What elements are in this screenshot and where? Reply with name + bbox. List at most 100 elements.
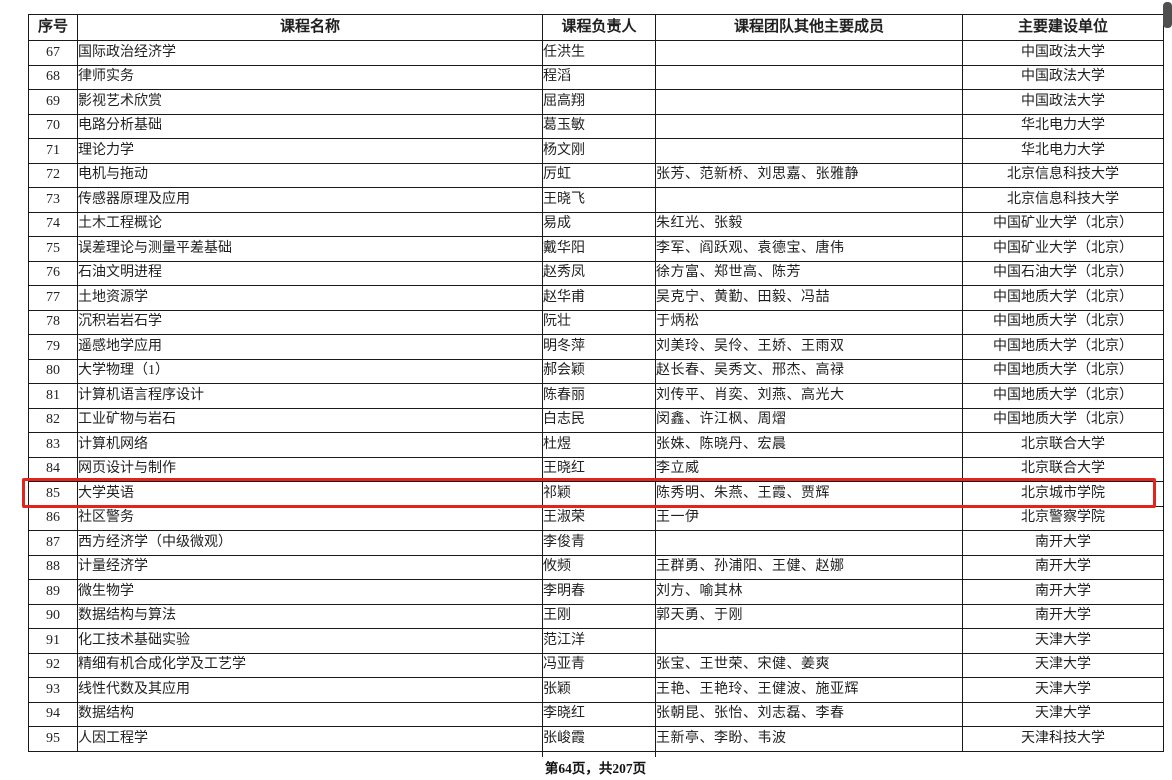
- row-no-cell: 71: [28, 138, 78, 164]
- members-cell: 张姝、陈晓丹、宏晨: [655, 432, 963, 458]
- table-row: 80 大学物理（1） 郝会颖 赵长春、吴秀文、邢杰、高禄 中国地质大学（北京）: [28, 358, 1164, 384]
- row-no-cell: 91: [28, 628, 78, 654]
- members-cell: 刘方、喻其林: [655, 579, 963, 605]
- course-name-cell: 工业矿物与岩石: [77, 407, 543, 433]
- course-name-cell: 社区警务: [77, 505, 543, 531]
- leader-cell: 戴华阳: [542, 236, 656, 262]
- row-no-cell: 86: [28, 505, 78, 531]
- members-cell: 于炳松: [655, 309, 963, 335]
- leader-cell: 王淑荣: [542, 505, 656, 531]
- unit-cell: 中国石油大学（北京）: [962, 260, 1164, 286]
- leader-cell: 王晓飞: [542, 187, 656, 213]
- course-name-cell: 传感器原理及应用: [77, 187, 543, 213]
- table-row: 88 计量经济学 攸频 王群勇、孙浦阳、王健、赵娜 南开大学: [28, 554, 1164, 580]
- course-name-cell: 数据结构: [77, 701, 543, 727]
- members-cell: 王群勇、孙浦阳、王健、赵娜: [655, 554, 963, 580]
- course-name-cell: 律师实务: [77, 64, 543, 90]
- course-name-cell: 土地资源学: [77, 285, 543, 311]
- unit-cell: 中国政法大学: [962, 40, 1164, 66]
- table-row: 72 电机与拖动 厉虹 张芳、范新桥、刘思嘉、张雅静 北京信息科技大学: [28, 162, 1164, 188]
- leader-cell: 阮壮: [542, 309, 656, 335]
- leader-cell: 范江洋: [542, 628, 656, 654]
- column-line-stub: [542, 750, 543, 757]
- members-cell: 刘美玲、吴伶、王娇、王雨双: [655, 334, 963, 360]
- row-no-cell: 72: [28, 162, 78, 188]
- leader-cell: 白志民: [542, 407, 656, 433]
- course-name-cell: 遥感地学应用: [77, 334, 543, 360]
- course-name-cell: 电机与拖动: [77, 162, 543, 188]
- members-cell: [655, 64, 963, 90]
- scrollbar-thumb[interactable]: [1163, 2, 1172, 28]
- leader-cell: 赵秀凤: [542, 260, 656, 286]
- course-name-cell: 石油文明进程: [77, 260, 543, 286]
- row-no-cell: 94: [28, 701, 78, 727]
- header-cell-no: 序号: [28, 14, 78, 41]
- table-row: 69 影视艺术欣赏 屈高翔 中国政法大学: [28, 89, 1164, 115]
- unit-cell: 北京信息科技大学: [962, 162, 1164, 188]
- unit-cell: 北京信息科技大学: [962, 187, 1164, 213]
- row-no-cell: 81: [28, 383, 78, 409]
- row-no-cell: 68: [28, 64, 78, 90]
- unit-cell: 华北电力大学: [962, 113, 1164, 139]
- unit-cell: 南开大学: [962, 603, 1164, 629]
- header-cell-course: 课程名称: [77, 14, 543, 41]
- course-name-cell: 人因工程学: [77, 726, 543, 752]
- table-row: 84 网页设计与制作 王晓红 李立威 北京联合大学: [28, 456, 1164, 482]
- table-row: 95 人因工程学 张峻霞 王新亭、李盼、韦波 天津科技大学: [28, 726, 1164, 752]
- header-cell-members: 课程团队其他主要成员: [655, 14, 963, 41]
- row-no-cell: 87: [28, 530, 78, 556]
- table-row: 89 微生物学 李明春 刘方、喻其林 南开大学: [28, 579, 1164, 605]
- members-cell: 陈秀明、朱燕、王霞、贾辉: [655, 481, 963, 507]
- members-cell: 李立威: [655, 456, 963, 482]
- unit-cell: 北京警察学院: [962, 505, 1164, 531]
- unit-cell: 中国矿业大学（北京）: [962, 211, 1164, 237]
- page-footer: 第64页，共207页: [544, 761, 647, 776]
- unit-cell: 天津大学: [962, 701, 1164, 727]
- row-no-cell: 70: [28, 113, 78, 139]
- table-row: 70 电路分析基础 葛玉敏 华北电力大学: [28, 113, 1164, 139]
- column-line-stub: [655, 750, 656, 757]
- unit-cell: 天津大学: [962, 677, 1164, 703]
- course-name-cell: 微生物学: [77, 579, 543, 605]
- courses-table: 序号 课程名称 课程负责人 课程团队其他主要成员 主要建设单位 67 国际政治经济…: [28, 14, 1164, 752]
- members-cell: 张芳、范新桥、刘思嘉、张雅静: [655, 162, 963, 188]
- members-cell: 王一伊: [655, 505, 963, 531]
- leader-cell: 明冬萍: [542, 334, 656, 360]
- course-name-cell: 沉积岩岩石学: [77, 309, 543, 335]
- members-cell: 张朝昆、张怡、刘志磊、李春: [655, 701, 963, 727]
- members-cell: [655, 40, 963, 66]
- members-cell: 吴克宁、黄勤、田毅、冯喆: [655, 285, 963, 311]
- row-no-cell: 88: [28, 554, 78, 580]
- table-row: 75 误差理论与测量平差基础 戴华阳 李军、阎跃观、袁德宝、唐伟 中国矿业大学（北京）: [28, 236, 1164, 262]
- members-cell: 李军、阎跃观、袁德宝、唐伟: [655, 236, 963, 262]
- row-no-cell: 78: [28, 309, 78, 335]
- course-name-cell: 线性代数及其应用: [77, 677, 543, 703]
- leader-cell: 葛玉敏: [542, 113, 656, 139]
- table-row: 73 传感器原理及应用 王晓飞 北京信息科技大学: [28, 187, 1164, 213]
- course-name-cell: 化工技术基础实验: [77, 628, 543, 654]
- row-no-cell: 82: [28, 407, 78, 433]
- header-cell-unit: 主要建设单位: [962, 14, 1164, 41]
- members-cell: 闵鑫、许江枫、周熠: [655, 407, 963, 433]
- unit-cell: 天津大学: [962, 628, 1164, 654]
- row-no-cell: 92: [28, 652, 78, 678]
- unit-cell: 南开大学: [962, 554, 1164, 580]
- unit-cell: 南开大学: [962, 530, 1164, 556]
- table-row: 79 遥感地学应用 明冬萍 刘美玲、吴伶、王娇、王雨双 中国地质大学（北京）: [28, 334, 1164, 360]
- row-no-cell: 73: [28, 187, 78, 213]
- leader-cell: 攸频: [542, 554, 656, 580]
- row-no-cell: 89: [28, 579, 78, 605]
- course-name-cell: 电路分析基础: [77, 113, 543, 139]
- row-no-cell: 95: [28, 726, 78, 752]
- table-row: 74 土木工程概论 易成 朱红光、张毅 中国矿业大学（北京）: [28, 211, 1164, 237]
- table-row: 68 律师实务 程滔 中国政法大学: [28, 64, 1164, 90]
- unit-cell: 中国地质大学（北京）: [962, 309, 1164, 335]
- unit-cell: 华北电力大学: [962, 138, 1164, 164]
- table-row: 94 数据结构 李晓红 张朝昆、张怡、刘志磊、李春 天津大学: [28, 701, 1164, 727]
- unit-cell: 北京联合大学: [962, 432, 1164, 458]
- members-cell: 刘传平、肖奕、刘燕、高光大: [655, 383, 963, 409]
- table-row: 76 石油文明进程 赵秀凤 徐方富、郑世高、陈芳 中国石油大学（北京）: [28, 260, 1164, 286]
- table-row: 78 沉积岩岩石学 阮壮 于炳松 中国地质大学（北京）: [28, 309, 1164, 335]
- table-header-row: 序号 课程名称 课程负责人 课程团队其他主要成员 主要建设单位: [28, 14, 1164, 41]
